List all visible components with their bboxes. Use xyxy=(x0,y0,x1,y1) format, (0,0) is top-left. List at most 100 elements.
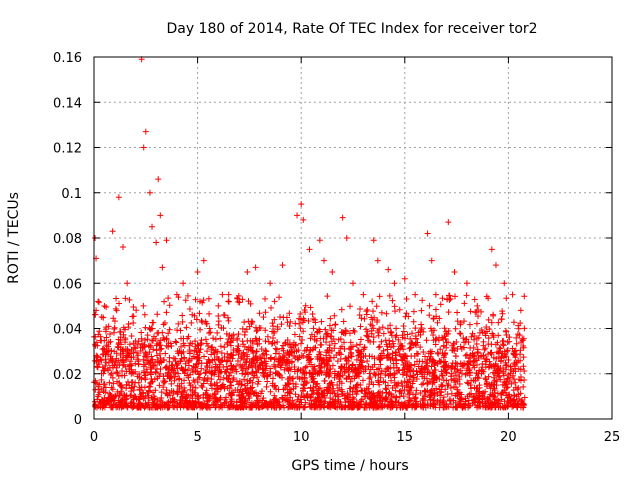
data-point xyxy=(179,318,186,325)
data-point xyxy=(95,358,102,365)
data-point xyxy=(393,349,400,356)
data-point xyxy=(481,346,488,353)
data-point xyxy=(250,356,257,363)
data-point xyxy=(379,390,386,397)
data-point xyxy=(472,357,479,364)
data-point xyxy=(228,335,235,342)
data-point xyxy=(298,340,305,347)
data-point xyxy=(300,216,307,223)
data-point xyxy=(215,373,222,380)
y-tick-label: 0.1 xyxy=(61,187,82,202)
data-point xyxy=(474,361,481,368)
data-point xyxy=(338,403,345,410)
data-point xyxy=(344,404,351,411)
data-point xyxy=(405,313,412,320)
data-point xyxy=(357,356,364,363)
data-point xyxy=(278,321,285,328)
data-point xyxy=(248,370,255,377)
data-point xyxy=(130,340,137,347)
data-point xyxy=(140,389,147,396)
data-point xyxy=(457,343,464,350)
data-point xyxy=(115,373,122,380)
data-point xyxy=(183,391,190,398)
data-point xyxy=(107,353,114,360)
data-point xyxy=(391,374,398,381)
data-point xyxy=(411,404,418,411)
data-point xyxy=(262,309,269,316)
data-point xyxy=(149,223,156,230)
data-point xyxy=(173,339,180,346)
data-point xyxy=(244,377,251,384)
data-point xyxy=(109,228,116,235)
data-point xyxy=(511,376,518,383)
data-point xyxy=(98,313,105,320)
data-point xyxy=(497,358,504,365)
data-point xyxy=(403,372,410,379)
data-point xyxy=(331,345,338,352)
data-point xyxy=(452,293,459,300)
data-point xyxy=(184,292,191,299)
data-point xyxy=(463,280,470,287)
data-point xyxy=(464,379,471,386)
data-point xyxy=(510,402,517,409)
data-point xyxy=(426,302,433,309)
data-point xyxy=(296,333,303,340)
data-point xyxy=(339,214,346,221)
data-point xyxy=(253,348,260,355)
data-point xyxy=(514,331,521,338)
data-point xyxy=(433,335,440,342)
data-point xyxy=(106,379,113,386)
data-point xyxy=(506,338,513,345)
data-point xyxy=(297,311,304,318)
data-point xyxy=(234,358,241,365)
data-point xyxy=(249,384,256,391)
data-point xyxy=(252,264,259,271)
data-point xyxy=(400,361,407,368)
data-point xyxy=(181,377,188,384)
data-point xyxy=(215,321,222,328)
data-point xyxy=(300,328,307,335)
data-point xyxy=(354,381,361,388)
data-point xyxy=(290,385,297,392)
data-point xyxy=(376,392,383,399)
data-point xyxy=(296,398,303,405)
data-point xyxy=(215,312,222,319)
data-point xyxy=(300,382,307,389)
data-point xyxy=(307,347,314,354)
data-point xyxy=(517,366,524,373)
data-point xyxy=(384,365,391,372)
data-point xyxy=(115,397,122,404)
data-point xyxy=(212,336,219,343)
data-point xyxy=(220,381,227,388)
data-point xyxy=(120,348,127,355)
data-point xyxy=(333,351,340,358)
data-point xyxy=(142,349,149,356)
data-point xyxy=(394,382,401,389)
data-point xyxy=(192,384,199,391)
data-point xyxy=(261,370,268,377)
data-point xyxy=(313,389,320,396)
data-point xyxy=(141,311,148,318)
data-point xyxy=(316,385,323,392)
data-point xyxy=(466,391,473,398)
data-point xyxy=(236,299,243,306)
data-point xyxy=(417,368,424,375)
data-point xyxy=(511,396,518,403)
data-point xyxy=(185,374,192,381)
data-point xyxy=(406,345,413,352)
data-point xyxy=(251,360,258,367)
data-point xyxy=(350,280,356,287)
data-point xyxy=(264,378,271,385)
data-point xyxy=(358,363,365,370)
data-point xyxy=(329,362,336,369)
data-point xyxy=(155,358,162,365)
data-point xyxy=(440,354,447,361)
data-point xyxy=(198,317,205,324)
data-point xyxy=(259,362,266,369)
data-point xyxy=(183,324,190,331)
data-point xyxy=(271,361,278,368)
data-point xyxy=(240,367,247,374)
data-point xyxy=(115,194,122,201)
data-point xyxy=(228,362,235,369)
data-point xyxy=(389,385,396,392)
